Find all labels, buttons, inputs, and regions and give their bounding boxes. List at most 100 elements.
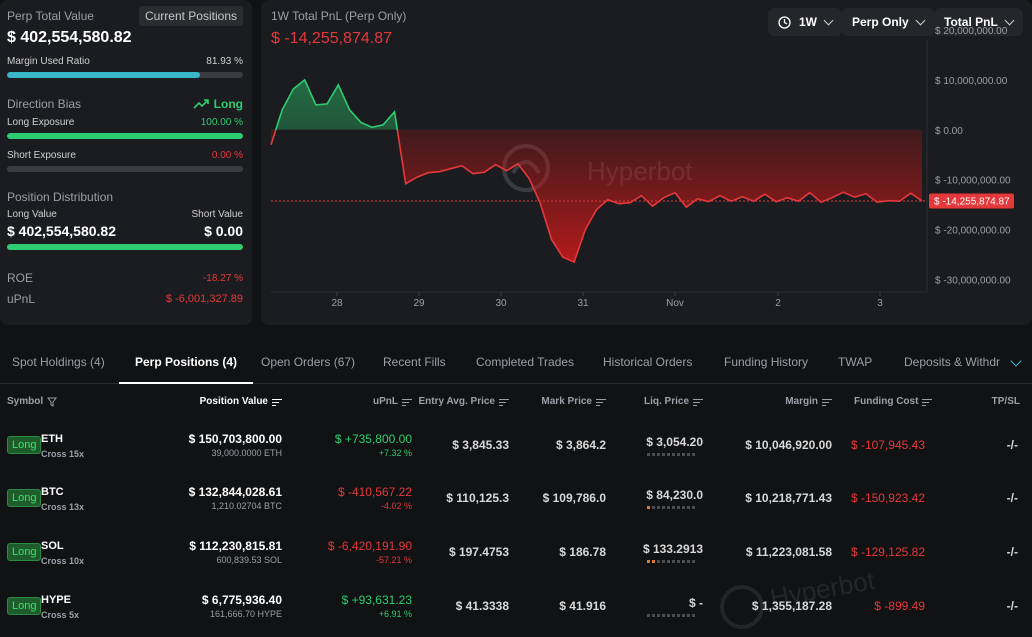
- sort-icon: [922, 398, 933, 406]
- liq-risk-dot: [662, 453, 665, 456]
- position-value: $ 132,844,028.61: [188, 485, 282, 499]
- liq-price: $ 3,054.20: [646, 435, 703, 449]
- tab-open-orders[interactable]: Open Orders (67): [261, 355, 356, 369]
- tab-historical-orders[interactable]: Historical Orders: [603, 355, 693, 369]
- tabs-more-chevron-icon[interactable]: [1010, 355, 1022, 367]
- liq-risk-dot: [677, 506, 680, 509]
- distribution-bar: [7, 244, 243, 250]
- col-mark-price[interactable]: Mark Price: [541, 396, 606, 407]
- liq-risk-dot: [652, 506, 655, 509]
- mark-price: $ 3,864.2: [555, 438, 606, 452]
- liq-risk-meter: [647, 614, 695, 617]
- liq-risk-dot: [652, 453, 655, 456]
- y-tick-label: $ 20,000,000.00: [935, 26, 1008, 37]
- tab-twap[interactable]: TWAP: [838, 355, 873, 369]
- position-size: 39,000.0000 ETH: [211, 448, 282, 458]
- long-value-label: Long Value: [7, 209, 57, 220]
- positions-tabs: Spot Holdings (4) Perp Positions (4) Ope…: [0, 342, 1032, 384]
- filter-dropdown[interactable]: Perp Only: [842, 8, 934, 36]
- liq-risk-dot: [662, 506, 665, 509]
- col-margin[interactable]: Margin: [785, 396, 832, 407]
- liq-risk-dot: [667, 560, 670, 563]
- liq-risk-dot: [652, 614, 655, 617]
- upnl-percent: -4.02 %: [380, 501, 412, 511]
- symbol[interactable]: ETH: [41, 433, 63, 445]
- symbol[interactable]: SOL: [41, 540, 64, 552]
- col-funding-cost[interactable]: Funding Cost: [854, 396, 933, 407]
- chart-title: 1W Total PnL (Perp Only): [271, 9, 407, 23]
- col-tpsl-label: TP/SL: [991, 396, 1020, 407]
- margin-used-bar-fill: [7, 72, 201, 78]
- liq-risk-dot: [682, 506, 685, 509]
- symbol[interactable]: BTC: [41, 486, 64, 498]
- col-entry-price[interactable]: Entry Avg. Price: [418, 396, 509, 407]
- position-distribution-label: Position Distribution: [7, 190, 114, 204]
- liq-risk-dot: [657, 453, 660, 456]
- col-position-value-label: Position Value: [199, 396, 268, 407]
- direction-bias-label: Direction Bias: [7, 97, 82, 111]
- tab-recent-fills[interactable]: Recent Fills: [383, 355, 446, 369]
- upnl-percent: +7.32 %: [378, 448, 412, 458]
- current-positions-button[interactable]: Current Positions: [138, 6, 243, 26]
- funding-cost: $ -129,125.82: [850, 545, 925, 559]
- entry-price: $ 3,845.33: [452, 438, 509, 452]
- liq-risk-dot: [647, 560, 650, 563]
- liq-risk-dot: [657, 560, 660, 563]
- liq-risk-dot: [687, 453, 690, 456]
- margin-amount: $ 11,223,081.58: [745, 545, 832, 559]
- col-upnl[interactable]: uPnL: [373, 396, 412, 407]
- tab-completed-trades[interactable]: Completed Trades: [476, 355, 575, 369]
- liq-risk-dot: [647, 506, 650, 509]
- table-row[interactable]: Long HYPE Cross 5x $ 6,775,936.40 161,66…: [0, 579, 1032, 632]
- margin-used-value: 81.93 %: [206, 56, 243, 67]
- liq-risk-dot: [682, 560, 685, 563]
- perp-total-label: Perp Total Value: [7, 9, 94, 23]
- liq-risk-dot: [667, 453, 670, 456]
- table-row[interactable]: Long BTC Cross 13x $ 132,844,028.61 1,21…: [0, 471, 1032, 524]
- tpsl-value[interactable]: -/-: [1006, 545, 1018, 559]
- sort-icon: [272, 398, 282, 406]
- liq-risk-dot: [692, 614, 695, 617]
- y-tick-label: $ -20,000,000.00: [935, 226, 1011, 237]
- col-margin-label: Margin: [785, 396, 818, 407]
- y-tick-label: $ -30,000,000.00: [935, 276, 1011, 287]
- x-tick-label: 28: [331, 298, 343, 309]
- upnl-amount: $ +93,631.23: [341, 593, 412, 607]
- perp-total-value: $ 402,554,580.82: [7, 29, 132, 46]
- margin-mode: Cross 10x: [41, 556, 85, 566]
- tab-funding-history[interactable]: Funding History: [724, 355, 809, 369]
- liq-risk-dot: [682, 614, 685, 617]
- tab-spot-holdings[interactable]: Spot Holdings (4): [12, 355, 105, 369]
- table-row[interactable]: Long ETH Cross 15x $ 150,703,800.00 39,0…: [0, 418, 1032, 471]
- margin-used-bar: [7, 72, 243, 78]
- distribution-bar-fill: [7, 244, 243, 250]
- trend-up-icon: [193, 99, 209, 109]
- range-dropdown[interactable]: 1W: [768, 8, 842, 36]
- col-position-value[interactable]: Position Value: [200, 396, 282, 407]
- tab-perp-positions[interactable]: Perp Positions (4): [119, 342, 254, 384]
- pnl-chart[interactable]: Hyperbot $ 20,000,000.00$ 10,000,000.00$…: [261, 0, 1032, 325]
- x-tick-label: 30: [495, 298, 507, 309]
- y-tick-label: $ 10,000,000.00: [935, 76, 1008, 87]
- funding-cost: $ -899.49: [874, 599, 925, 613]
- tab-deposits-withdrawals[interactable]: Deposits & Withdra: [904, 355, 1000, 369]
- tpsl-value[interactable]: -/-: [1006, 599, 1018, 613]
- liq-risk-dot: [677, 614, 680, 617]
- filter-icon[interactable]: [47, 397, 58, 407]
- col-symbol[interactable]: Symbol: [7, 396, 58, 407]
- entry-price: $ 197.4753: [448, 545, 509, 559]
- entry-price: $ 41.3338: [455, 599, 509, 613]
- tpsl-value[interactable]: -/-: [1006, 438, 1018, 452]
- margin-mode: Cross 5x: [41, 610, 80, 620]
- metric-dropdown[interactable]: Total PnL: [934, 8, 1023, 36]
- position-size: 161,666.70 HYPE: [209, 609, 282, 619]
- liq-risk-dot: [677, 453, 680, 456]
- current-value-tag: $ -14,255,874.87: [929, 193, 1014, 209]
- col-liq-price-label: Liq. Price: [643, 396, 689, 407]
- col-liq-price[interactable]: Liq. Price: [644, 396, 703, 407]
- tpsl-value[interactable]: -/-: [1006, 491, 1018, 505]
- symbol[interactable]: HYPE: [41, 594, 71, 606]
- table-row[interactable]: Long SOL Cross 10x $ 112,230,815.81 600,…: [0, 525, 1032, 578]
- liq-price: $ -: [688, 596, 703, 610]
- col-tpsl: TP/SL: [992, 396, 1020, 407]
